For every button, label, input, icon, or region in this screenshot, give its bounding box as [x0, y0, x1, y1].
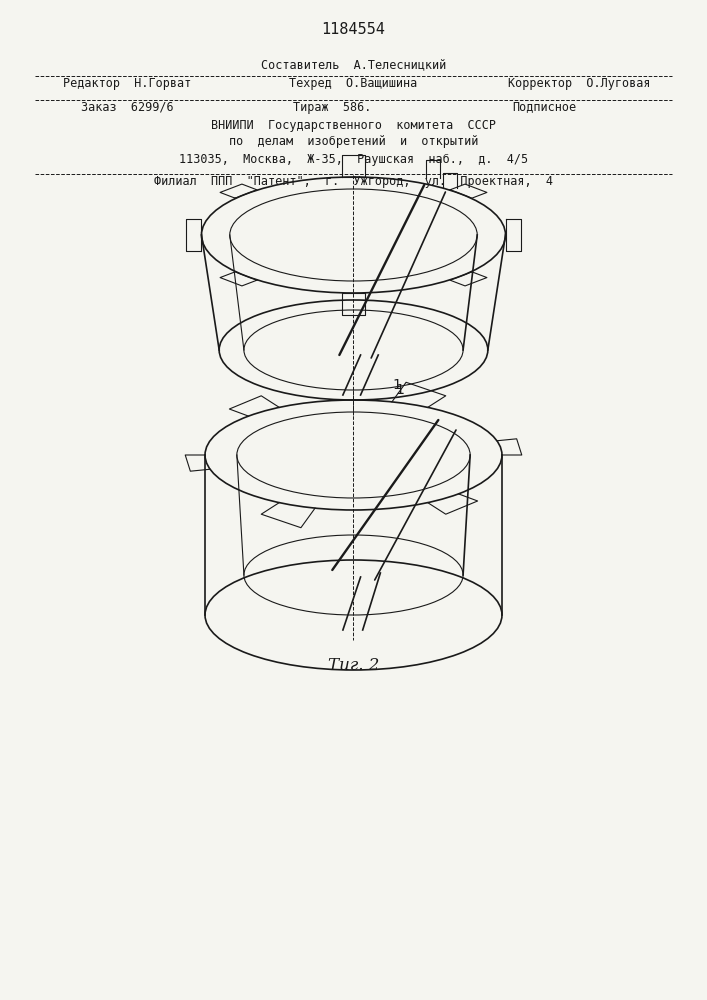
Text: 1: 1	[392, 378, 402, 392]
Text: Подписное: Подписное	[513, 101, 576, 113]
Text: по  делам  изобретений  и  открытий: по делам изобретений и открытий	[229, 135, 478, 148]
Text: 1: 1	[396, 383, 405, 397]
Text: Редактор  Н.Горват: Редактор Н.Горват	[63, 78, 192, 91]
Text: Τиг. 2: Τиг. 2	[328, 656, 379, 674]
Text: Корректор  О.Луговая: Корректор О.Луговая	[508, 78, 651, 91]
Text: Филиал  ППП  "Патент",  г.  Ужгород,  ул.  Проектная,  4: Филиал ППП "Патент", г. Ужгород, ул. Про…	[154, 176, 553, 188]
Text: ВНИИПИ  Государственного  комитета  СССР: ВНИИПИ Государственного комитета СССР	[211, 118, 496, 131]
Text: Составитель  А.Телесницкий: Составитель А.Телесницкий	[261, 58, 446, 72]
Text: 1184554: 1184554	[322, 22, 385, 37]
Text: 113035,  Москва,  Ж-35,  Раушская  наб.,  д.  4/5: 113035, Москва, Ж-35, Раушская наб., д. …	[179, 152, 528, 165]
Text: Тираж  586.: Тираж 586.	[293, 101, 371, 113]
Text: Заказ  6299/6: Заказ 6299/6	[81, 101, 174, 113]
Text: Техред  О.Ващишина: Техред О.Ващишина	[289, 78, 418, 91]
